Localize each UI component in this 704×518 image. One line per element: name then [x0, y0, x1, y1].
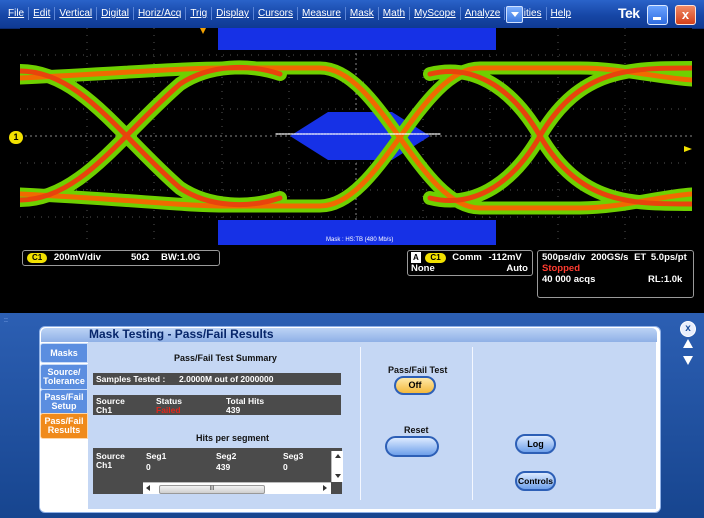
controls-button[interactable]: Controls [515, 471, 556, 491]
bandwidth: BW:1.0G [161, 252, 201, 263]
results-header-source: Source [96, 396, 125, 406]
menu-cursors[interactable]: Cursors [254, 7, 298, 20]
results-table: Source Status Total Hits Ch1 Failed 439 [93, 395, 341, 415]
per-point: 5.0ps/pt [650, 252, 687, 263]
tab-source-tolerance[interactable]: Source/ Tolerance [40, 364, 88, 390]
hits-header-seg3: Seg3 [283, 451, 304, 461]
hits-title: Hits per segment [196, 433, 270, 443]
record-length: RL:1.0k [648, 274, 683, 285]
samples-tested-bar: Samples Tested : 2.0000M out of 2000000 [93, 373, 341, 385]
panel-prev-arrow[interactable] [683, 339, 693, 348]
waveform-display[interactable]: Mask : HS:TB (480 Mb/s) [20, 28, 692, 245]
menu-math[interactable]: Math [379, 7, 411, 20]
trigger-channel-badge: C1 [425, 253, 446, 263]
panel-title: Mask Testing - Pass/Fail Results [89, 327, 274, 341]
channel-readout[interactable]: C1 200mV/div 50Ω BW:1.0G [22, 250, 220, 266]
menu-myscope[interactable]: MyScope [410, 7, 461, 20]
menu-horiz-acq[interactable]: Horiz/Acq [134, 7, 187, 20]
close-panel-button[interactable]: x [680, 321, 696, 337]
menu-list: File Edit Vertical Digital Horiz/Acq Tri… [4, 7, 575, 20]
scroll-down-icon[interactable] [335, 474, 341, 478]
menu-display[interactable]: Display [212, 7, 254, 20]
acq-count: 40 000 acqs [542, 274, 596, 285]
menu-edit[interactable]: Edit [29, 7, 56, 20]
log-button[interactable]: Log [515, 434, 556, 454]
eye-traces [20, 60, 692, 215]
menu-dropdown-button[interactable] [506, 6, 523, 23]
panel-titlebar [41, 328, 657, 342]
menu-help[interactable]: Help [550, 8, 572, 19]
pass-fail-test-label: Pass/Fail Test [388, 365, 448, 375]
results-header-hits: Total Hits [226, 396, 265, 406]
channel1-ground-marker[interactable]: 1 [9, 131, 23, 144]
trigger-mode-auto: Auto [506, 263, 528, 274]
hits-vertical-scrollbar[interactable] [331, 451, 343, 482]
acquisition-readout[interactable]: 500ps/div 200GS/s ET 5.0ps/pt Stopped 40… [537, 250, 694, 298]
results-status: Failed [156, 405, 181, 415]
pass-fail-test-button[interactable]: Off [394, 376, 436, 395]
et-mode: ET [634, 252, 647, 263]
hits-seg1: 0 [146, 462, 151, 472]
hits-header-seg1: Seg1 [146, 451, 167, 461]
readout-panel: C1 200mV/div 50Ω BW:1.0G A C1 Comm -112m… [0, 245, 704, 313]
brand-logo: Tek [618, 5, 640, 21]
divider-1 [360, 347, 361, 500]
menu-vertical[interactable]: Vertical [55, 7, 98, 20]
trigger-level-marker[interactable] [684, 146, 692, 152]
hits-seg2: 439 [216, 462, 231, 472]
mask-label: Mask : HS:TB (480 Mb/s) [326, 237, 393, 243]
minimize-button[interactable] [647, 5, 668, 25]
tab-pass-fail-results[interactable]: Pass/Fail Results [40, 413, 88, 439]
sample-rate: 200GS/s [590, 252, 629, 263]
menu-bar: File Edit Vertical Digital Horiz/Acq Tri… [0, 0, 704, 29]
hits-source: Ch1 [96, 460, 113, 470]
samples-value: 2.0000M out of 2000000 [179, 374, 274, 384]
close-window-button[interactable]: x [675, 5, 696, 25]
menu-utilities[interactable]: Utilities [505, 7, 547, 20]
channel-badge: C1 [27, 253, 48, 263]
hits-horizontal-scrollbar[interactable]: III [143, 482, 331, 494]
impedance: 50Ω [131, 252, 150, 263]
results-total-hits: 439 [226, 405, 241, 415]
menu-analyze[interactable]: Analyze [461, 7, 506, 20]
scroll-right-icon[interactable] [323, 485, 327, 491]
results-source: Ch1 [96, 405, 113, 415]
menu-measure[interactable]: Measure [298, 7, 346, 20]
window-grip[interactable]: :: [4, 317, 8, 324]
mask-bottom [218, 220, 496, 245]
menu-trig[interactable]: Trig [186, 7, 213, 20]
mask-top [218, 28, 496, 50]
scroll-thumb[interactable]: III [159, 485, 265, 494]
menu-file[interactable]: File [4, 7, 30, 20]
hits-header-seg2: Seg2 [216, 451, 237, 461]
reset-label: Reset [404, 425, 429, 435]
trigger-level: -112mV [488, 252, 522, 263]
eye-diagram: Mask : HS:TB (480 Mb/s) [20, 28, 692, 245]
reset-button[interactable] [385, 436, 439, 457]
scroll-up-icon[interactable] [335, 454, 341, 458]
panel-next-arrow[interactable] [683, 356, 693, 365]
menu-digital[interactable]: Digital [97, 7, 134, 20]
trigger-position-marker[interactable] [200, 28, 206, 34]
hits-header-source: Source [96, 451, 125, 461]
menu-mask[interactable]: Mask [346, 7, 379, 20]
trigger-A-badge: A [411, 252, 421, 263]
hits-seg3: 0 [283, 462, 288, 472]
summary-title: Pass/Fail Test Summary [174, 353, 277, 363]
trigger-coupling: Comm [452, 252, 482, 263]
trigger-mode-none: None [411, 263, 435, 274]
divider-2 [472, 347, 473, 500]
samples-label: Samples Tested : [96, 374, 166, 384]
timebase: 500ps/div [542, 252, 586, 263]
results-header-status: Status [156, 396, 182, 406]
volts-per-div: 200mV/div [53, 252, 101, 263]
tab-masks[interactable]: Masks [40, 343, 88, 363]
tab-pass-fail-setup[interactable]: Pass/Fail Setup [40, 389, 88, 415]
trigger-readout[interactable]: A C1 Comm -112mV None Auto [407, 250, 533, 276]
acq-state: Stopped [542, 263, 580, 274]
scroll-left-icon[interactable] [146, 485, 150, 491]
